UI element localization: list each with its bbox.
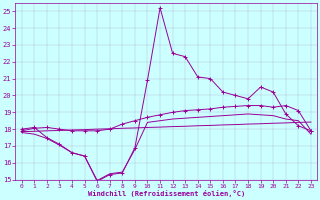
- X-axis label: Windchill (Refroidissement éolien,°C): Windchill (Refroidissement éolien,°C): [88, 190, 245, 197]
